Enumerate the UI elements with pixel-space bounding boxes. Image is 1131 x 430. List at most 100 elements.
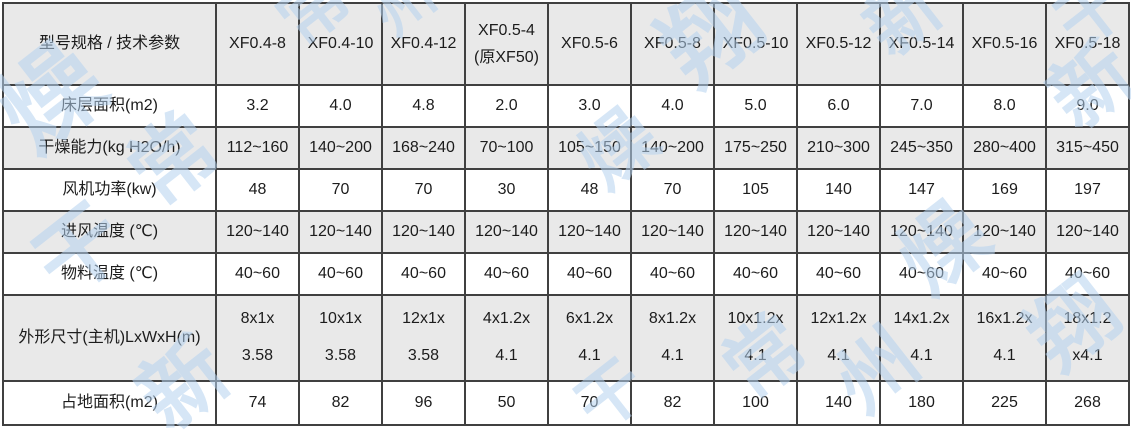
- model-header-cell: XF0.5-8: [630, 2, 715, 86]
- model-header-cell: XF0.5-14: [879, 2, 964, 86]
- table-row-fan-power: 风机功率(kw) 48 70 70 30 48 70 105 140 147 1…: [2, 168, 1130, 212]
- value-cell: 30: [464, 168, 549, 212]
- value-cell: 18x1.2 x4.1: [1045, 294, 1130, 382]
- value-cell: 120~140: [215, 210, 300, 254]
- corner-header-cell: 型号规格 / 技术参数: [2, 2, 217, 86]
- value-cell: 10x1x 3.58: [298, 294, 383, 382]
- value-cell: 140: [796, 168, 881, 212]
- value-cell: 105~150: [547, 126, 632, 170]
- value-cell: 40~60: [1045, 252, 1130, 296]
- value-cell: 3.0: [547, 84, 632, 128]
- value-cell: 9.0: [1045, 84, 1130, 128]
- value-cell: 70: [547, 380, 632, 426]
- value-cell: 120~140: [547, 210, 632, 254]
- value-cell: 48: [215, 168, 300, 212]
- value-cell: 210~300: [796, 126, 881, 170]
- value-cell: 74: [215, 380, 300, 426]
- value-cell: 4.8: [381, 84, 466, 128]
- row-label-cell: 风机功率(kw): [2, 168, 217, 212]
- table-row-material-temp: 物料温度 (℃) 40~60 40~60 40~60 40~60 40~60 4…: [2, 252, 1130, 296]
- model-header-cell: XF0.5-6: [547, 2, 632, 86]
- value-cell: 120~140: [796, 210, 881, 254]
- value-cell: 2.0: [464, 84, 549, 128]
- value-cell: 225: [962, 380, 1047, 426]
- value-cell: 3.2: [215, 84, 300, 128]
- value-cell: 82: [298, 380, 383, 426]
- value-cell: 105: [713, 168, 798, 212]
- model-header-cell: XF0.5-12: [796, 2, 881, 86]
- value-cell: 48: [547, 168, 632, 212]
- value-cell: 120~140: [630, 210, 715, 254]
- table-row-bed-area: 床层面积(m2) 3.2 4.0 4.8 2.0 3.0 4.0 5.0 6.0…: [2, 84, 1130, 128]
- row-label-cell: 外形尺寸(主机)LxWxH(m): [2, 294, 217, 382]
- value-cell: 8x1.2x 4.1: [630, 294, 715, 382]
- value-cell: 40~60: [796, 252, 881, 296]
- value-cell: 40~60: [547, 252, 632, 296]
- table-row-dimensions: 外形尺寸(主机)LxWxH(m) 8x1x 3.58 10x1x 3.58 12…: [2, 294, 1130, 382]
- value-cell: 112~160: [215, 126, 300, 170]
- value-cell: 168~240: [381, 126, 466, 170]
- value-cell: 100: [713, 380, 798, 426]
- value-cell: 14x1.2x 4.1: [879, 294, 964, 382]
- value-cell: 70: [381, 168, 466, 212]
- value-cell: 12x1x 3.58: [381, 294, 466, 382]
- value-cell: 140~200: [298, 126, 383, 170]
- value-cell: 40~60: [962, 252, 1047, 296]
- value-cell: 40~60: [215, 252, 300, 296]
- value-cell: 6.0: [796, 84, 881, 128]
- value-cell: 120~140: [962, 210, 1047, 254]
- value-cell: 8x1x 3.58: [215, 294, 300, 382]
- value-cell: 16x1.2x 4.1: [962, 294, 1047, 382]
- value-cell: 4.0: [298, 84, 383, 128]
- value-cell: 120~140: [464, 210, 549, 254]
- value-cell: 169: [962, 168, 1047, 212]
- model-header-cell: XF0.5-10: [713, 2, 798, 86]
- value-cell: 40~60: [464, 252, 549, 296]
- value-cell: 140: [796, 380, 881, 426]
- table-row-floor-area: 占地面积(m2) 74 82 96 50 70 82 100 140 180 2…: [2, 380, 1130, 426]
- value-cell: 70: [630, 168, 715, 212]
- model-header-cell: XF0.5-18: [1045, 2, 1130, 86]
- table-row-inlet-temp: 进风温度 (℃) 120~140 120~140 120~140 120~140…: [2, 210, 1130, 254]
- value-cell: 120~140: [381, 210, 466, 254]
- model-header-cell: XF0.4-12: [381, 2, 466, 86]
- value-cell: 40~60: [381, 252, 466, 296]
- model-header-cell: XF0.4-10: [298, 2, 383, 86]
- value-cell: 40~60: [630, 252, 715, 296]
- value-cell: 6x1.2x 4.1: [547, 294, 632, 382]
- value-cell: 40~60: [298, 252, 383, 296]
- row-label-cell: 占地面积(m2): [2, 380, 217, 426]
- row-label-cell: 床层面积(m2): [2, 84, 217, 128]
- value-cell: 70: [298, 168, 383, 212]
- table-row-drying-capacity: 干燥能力(kg H2O/h) 112~160 140~200 168~240 7…: [2, 126, 1130, 170]
- value-cell: 120~140: [298, 210, 383, 254]
- value-cell: 12x1.2x 4.1: [796, 294, 881, 382]
- value-cell: 70~100: [464, 126, 549, 170]
- value-cell: 280~400: [962, 126, 1047, 170]
- row-label-cell: 物料温度 (℃): [2, 252, 217, 296]
- value-cell: 197: [1045, 168, 1130, 212]
- value-cell: 40~60: [713, 252, 798, 296]
- value-cell: 10x1.2x 4.1: [713, 294, 798, 382]
- value-cell: 40~60: [879, 252, 964, 296]
- value-cell: 120~140: [1045, 210, 1130, 254]
- value-cell: 5.0: [713, 84, 798, 128]
- value-cell: 120~140: [713, 210, 798, 254]
- row-label-cell: 干燥能力(kg H2O/h): [2, 126, 217, 170]
- value-cell: 96: [381, 380, 466, 426]
- header-row: 型号规格 / 技术参数 XF0.4-8 XF0.4-10 XF0.4-12 XF…: [2, 2, 1130, 86]
- value-cell: 180: [879, 380, 964, 426]
- value-cell: 315~450: [1045, 126, 1130, 170]
- value-cell: 4.0: [630, 84, 715, 128]
- value-cell: 50: [464, 380, 549, 426]
- value-cell: 140~200: [630, 126, 715, 170]
- value-cell: 4x1.2x 4.1: [464, 294, 549, 382]
- model-header-cell: XF0.5-16: [962, 2, 1047, 86]
- model-header-cell: XF0.4-8: [215, 2, 300, 86]
- value-cell: 120~140: [879, 210, 964, 254]
- value-cell: 147: [879, 168, 964, 212]
- value-cell: 175~250: [713, 126, 798, 170]
- value-cell: 82: [630, 380, 715, 426]
